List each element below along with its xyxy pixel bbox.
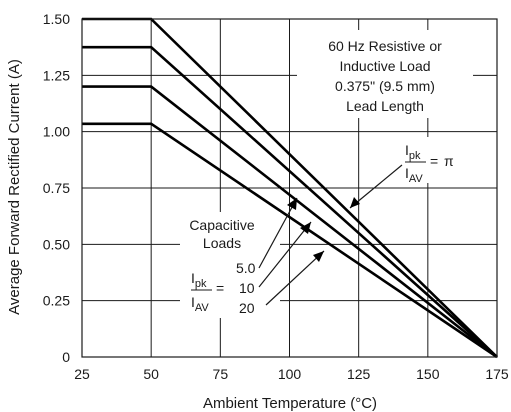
pi-ratio-bg <box>394 137 474 183</box>
capacitive-value-5: 5.0 <box>236 260 256 276</box>
x-axis-title: Ambient Temperature (°C) <box>203 395 377 412</box>
arrowhead-20 <box>313 251 324 262</box>
y-tick-label: 1.00 <box>43 124 70 140</box>
series-line-3 <box>82 122 498 359</box>
capacitive-loads-label: Capacitive Loads Ipk IAV = 5.0 10 20 <box>180 212 280 318</box>
leader-10 <box>258 221 312 288</box>
y-tick-label: 0.50 <box>43 236 70 252</box>
capacitive-ratio-denominator: IAV <box>191 294 209 314</box>
pi-ratio-label: Ipk IAV = π <box>394 137 474 185</box>
pi-leader-line <box>349 164 403 209</box>
x-tick-label: 125 <box>347 366 371 382</box>
capacitive-ratio-equals: = <box>216 280 224 296</box>
x-tick-label: 100 <box>278 366 302 382</box>
load-note-bg <box>297 30 473 118</box>
load-note-line-1: 60 Hz Resistive or <box>328 38 442 54</box>
capacitive-loads-line-1: Capacitive <box>189 217 255 233</box>
pi-ratio-denominator: IAV <box>405 165 423 185</box>
x-tick-label: 175 <box>485 366 509 382</box>
x-tick-label: 50 <box>143 366 159 382</box>
load-note-line-2: Inductive Load <box>339 58 430 74</box>
pi-arrowhead <box>350 197 360 208</box>
y-tick-label: 0 <box>62 349 70 365</box>
leader-5 <box>258 197 298 269</box>
y-tick-label: 0.25 <box>43 293 70 309</box>
series-line-1 <box>82 45 498 358</box>
leader-lines <box>258 164 403 306</box>
capacitive-value-20: 20 <box>239 300 255 316</box>
y-tick-label: 0.75 <box>43 180 70 196</box>
load-note-line-3: 0.375" (9.5 mm) <box>335 78 435 94</box>
arrowhead-10 <box>300 222 311 234</box>
capacitive-value-10: 10 <box>239 280 255 296</box>
capacitive-loads-bg <box>180 212 280 318</box>
x-tick-label: 25 <box>74 366 90 382</box>
x-tick-label: 150 <box>416 366 440 382</box>
x-tick-label: 75 <box>213 366 229 382</box>
pi-ratio-equals: = <box>430 153 438 169</box>
tick-labels: 25 50 75 100 125 150 175 0 0.25 0.50 0.75 1.00 1.25 1… <box>43 11 509 382</box>
series-line-2 <box>82 85 498 359</box>
load-note: 60 Hz Resistive or Inductive Load 0.375"… <box>297 30 473 118</box>
capacitive-ratio-numerator: Ipk <box>191 270 207 290</box>
y-tick-label: 1.50 <box>43 11 70 27</box>
arrowhead-5 <box>287 198 297 210</box>
load-note-line-4: Lead Length <box>346 98 424 114</box>
arrowheads <box>287 197 360 262</box>
plot-frame <box>81 18 498 358</box>
capacitive-loads-line-2: Loads <box>203 235 241 251</box>
leader-20 <box>265 250 325 306</box>
y-axis-title: Average Forward Rectified Current (A) <box>6 59 23 315</box>
pi-ratio-numerator: Ipk <box>405 142 421 162</box>
pi-value: π <box>444 153 454 169</box>
y-tick-label: 1.25 <box>43 67 70 83</box>
